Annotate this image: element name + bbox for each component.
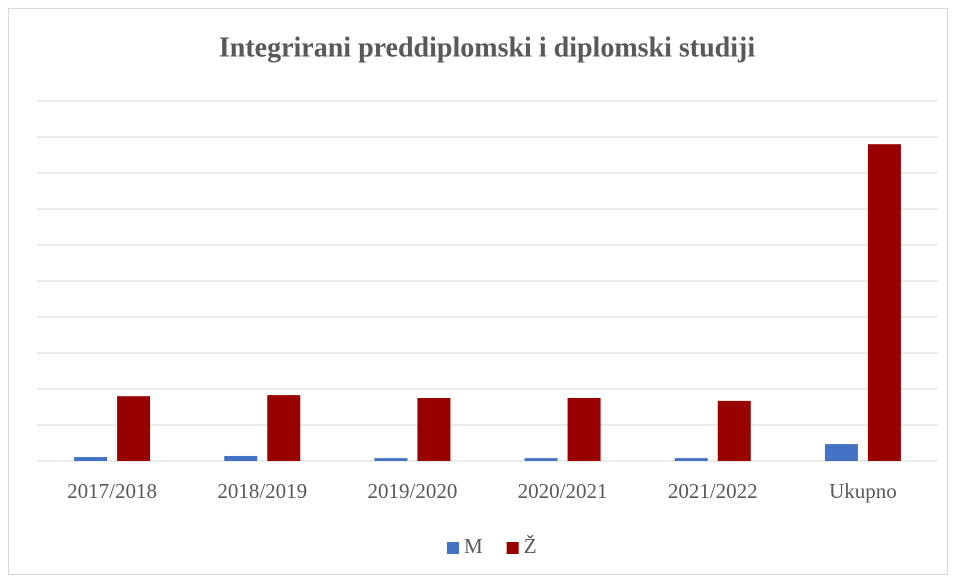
legend-label: M <box>464 534 483 558</box>
chart-title: Integrirani preddiplomski i diplomski st… <box>219 32 756 63</box>
bar <box>867 144 901 461</box>
bar <box>224 455 258 461</box>
bar <box>674 458 708 461</box>
legend-label: Ž <box>524 534 537 558</box>
bar <box>524 458 558 461</box>
bar <box>567 398 601 461</box>
bar <box>417 398 451 461</box>
x-tick-label: 2019/2020 <box>367 479 457 503</box>
x-tick-label: 2017/2018 <box>67 479 157 503</box>
x-tick-label: 2020/2021 <box>518 479 608 503</box>
bar <box>717 400 751 461</box>
bar <box>74 457 108 461</box>
chart-border <box>8 8 948 575</box>
bar <box>267 395 301 461</box>
bar <box>824 444 858 461</box>
legend-swatch <box>506 542 519 554</box>
x-tick-label: 2018/2019 <box>217 479 307 503</box>
legend-swatch <box>447 542 459 554</box>
x-tick-label: Ukupno <box>829 479 897 503</box>
bar <box>117 396 151 461</box>
x-tick-label: 2021/2022 <box>668 479 758 503</box>
bar <box>374 458 408 461</box>
